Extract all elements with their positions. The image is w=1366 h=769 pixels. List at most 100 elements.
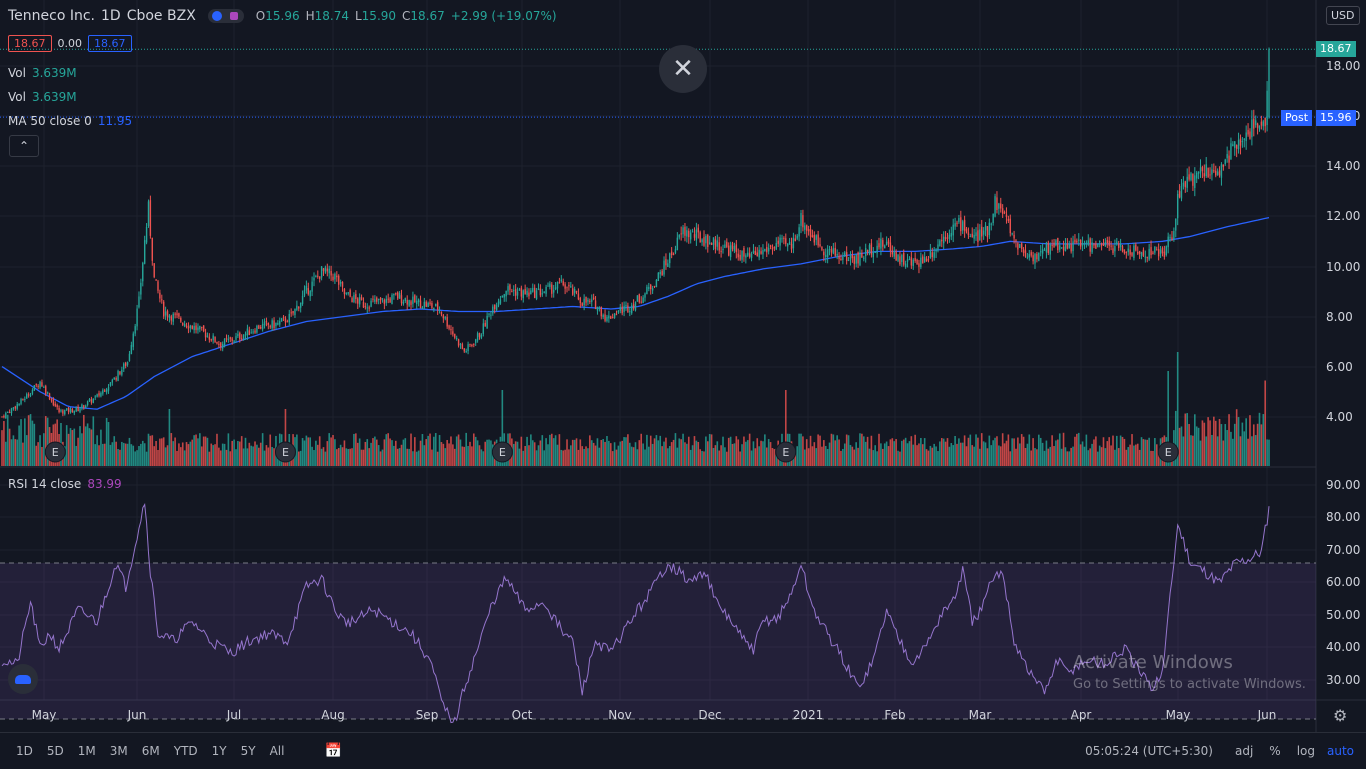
volume-bar — [547, 444, 549, 466]
candle-body — [501, 295, 504, 298]
volume-bar — [1119, 435, 1122, 466]
ask-price[interactable]: 18.67 — [88, 35, 132, 52]
log-toggle[interactable]: log — [1296, 744, 1315, 758]
candle-body — [425, 301, 427, 307]
bid-price[interactable]: 18.67 — [8, 35, 52, 52]
tradingview-logo[interactable] — [8, 664, 38, 694]
candle-body — [988, 222, 991, 236]
volume-bar — [200, 446, 203, 466]
symbol-name[interactable]: Tenneco Inc. — [8, 8, 96, 24]
price-axis-label: 10.00 — [1326, 260, 1360, 274]
auto-toggle[interactable]: auto — [1326, 744, 1354, 758]
candle-body — [1116, 241, 1118, 245]
candle-body — [58, 408, 60, 413]
earnings-marker-circle — [274, 441, 296, 463]
volume-bar — [714, 445, 717, 466]
candle-body — [372, 298, 374, 300]
candle-body — [113, 377, 115, 380]
candle-body — [845, 252, 848, 261]
volume-bar — [67, 433, 70, 466]
candle-body — [786, 243, 789, 247]
candle-body — [1237, 139, 1240, 150]
timeframe-5y[interactable]: 5Y — [240, 744, 256, 758]
close-button[interactable]: ✕ — [659, 45, 707, 93]
candle-body — [1118, 243, 1120, 249]
interval[interactable]: 1D — [101, 8, 121, 24]
volume-bar — [1106, 441, 1109, 466]
candle-body — [942, 236, 945, 244]
volume-bar — [1178, 427, 1181, 466]
candle-body — [246, 328, 249, 336]
candle-body — [830, 249, 833, 253]
date-range-icon[interactable]: 📅 — [324, 743, 342, 759]
candle-body — [1070, 244, 1072, 252]
candle-body — [265, 321, 268, 323]
volume-bar — [583, 448, 585, 466]
collapse-legend-button[interactable]: ⌃ — [9, 135, 39, 157]
volume-bar — [227, 433, 230, 466]
volume-bar — [1205, 436, 1208, 466]
candle-body — [676, 237, 679, 250]
ma-legend[interactable]: MA 50 close 0 11.95 — [8, 114, 132, 128]
candle-body — [638, 294, 641, 303]
candle-body — [1098, 241, 1101, 243]
volume-bar — [271, 447, 273, 466]
percent-toggle[interactable]: % — [1269, 744, 1281, 758]
volume-bar — [269, 434, 272, 466]
timeframe-1y[interactable]: 1Y — [211, 744, 227, 758]
candle-body — [389, 298, 391, 303]
volume-bar — [1003, 443, 1006, 466]
rsi-legend[interactable]: RSI 14 close 83.99 — [8, 477, 122, 491]
volume-bar — [324, 451, 327, 466]
volume-bar — [706, 441, 709, 466]
candle-body — [298, 306, 300, 309]
volume-bar — [1129, 444, 1131, 466]
timeframe-all[interactable]: All — [269, 744, 285, 758]
timeframe-1d[interactable]: 1D — [16, 744, 33, 758]
candle-body — [556, 282, 559, 289]
candle-body — [606, 316, 608, 322]
candle-body — [1091, 242, 1093, 253]
candle-body — [920, 257, 922, 268]
candle-body — [1066, 243, 1069, 249]
volume-bar — [897, 450, 899, 466]
candle-body — [1148, 248, 1150, 260]
volume-bar — [250, 445, 253, 466]
timeframe-6m[interactable]: 6M — [141, 744, 160, 758]
market-status-icon[interactable] — [207, 9, 244, 23]
volume-bar — [836, 435, 838, 466]
candle-body — [623, 305, 625, 312]
volume-bar — [817, 434, 819, 466]
timeframe-3m[interactable]: 3M — [109, 744, 128, 758]
volume-bar — [1176, 352, 1179, 466]
timeframe-ytd[interactable]: YTD — [173, 744, 198, 758]
candle-body — [1222, 164, 1225, 167]
volume-bar — [218, 447, 220, 466]
volume-bar — [240, 436, 243, 466]
time-axis-label: Jul — [226, 708, 241, 722]
vol-legend-2[interactable]: Vol 3.639M — [8, 90, 77, 104]
candle-body — [992, 213, 994, 224]
volume-bar — [735, 436, 738, 466]
volume-bar — [219, 450, 222, 466]
currency-badge[interactable]: USD — [1326, 6, 1360, 25]
timeframe-5d[interactable]: 5D — [46, 744, 64, 758]
candle-body — [901, 255, 903, 262]
candle-body — [1030, 252, 1032, 256]
candle-body — [688, 230, 690, 238]
timeframe-1m[interactable]: 1M — [77, 744, 96, 758]
adj-toggle[interactable]: adj — [1234, 744, 1254, 758]
volume-bar — [973, 446, 975, 466]
candle-body — [261, 323, 264, 330]
price-axis-label: 14.00 — [1326, 159, 1360, 173]
candle-body — [24, 399, 26, 401]
earnings-marker-label: E — [782, 446, 789, 459]
clock[interactable]: 05:05:24 (UTC+5:30) — [1085, 744, 1213, 758]
candle-body — [798, 227, 800, 237]
vol-legend-1[interactable]: Vol 3.639M — [8, 66, 77, 80]
candle-body — [377, 298, 380, 300]
candle-body — [37, 385, 39, 387]
settings-gear-icon[interactable]: ⚙ — [1333, 706, 1348, 725]
candle-body — [1000, 203, 1002, 209]
